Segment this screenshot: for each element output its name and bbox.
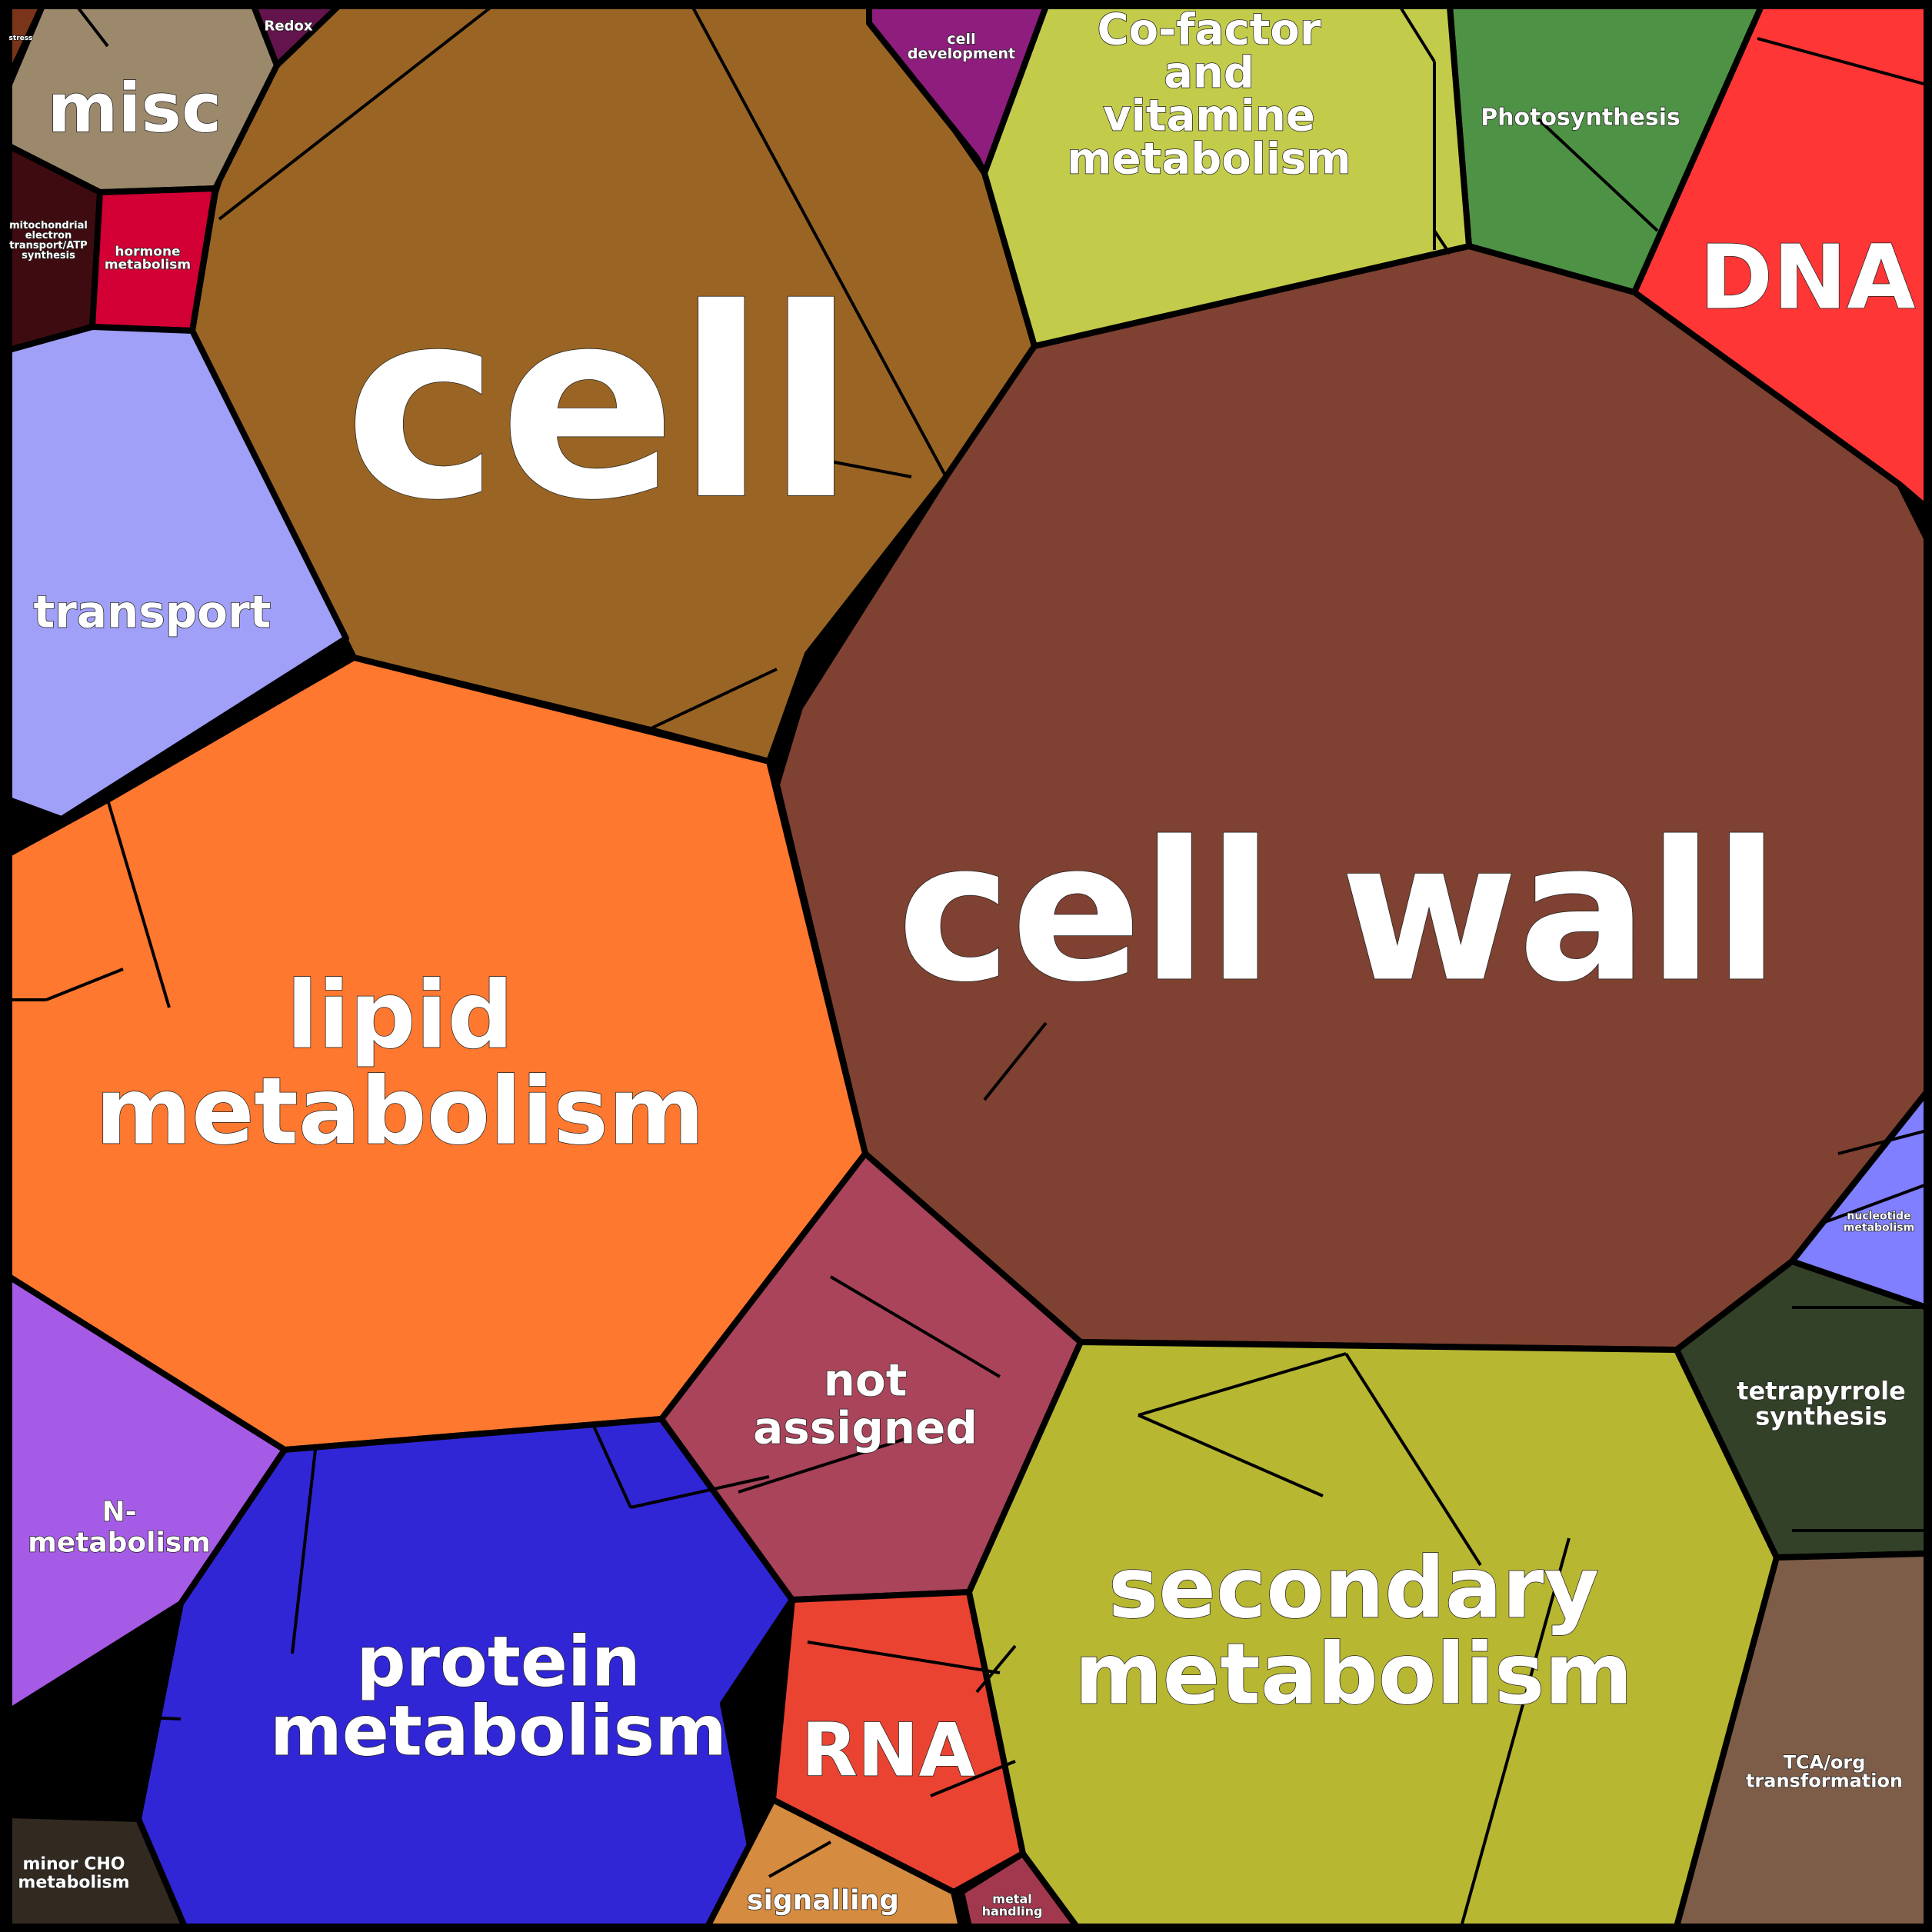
subcell-border	[630, 1475, 770, 1509]
cell-signalling[interactable]	[705, 1797, 964, 1930]
subcell-border	[768, 1840, 831, 1878]
subcell-border	[291, 1449, 317, 1654]
label-mito: electron	[25, 230, 72, 242]
label-tetrapyrrole: synthesis	[1755, 1402, 1887, 1431]
subcell-border	[829, 1275, 1001, 1378]
cell-cell-development[interactable]	[866, 3, 1049, 176]
label-redox: Redox	[265, 18, 313, 34]
label-protein: metabolism	[270, 1691, 727, 1772]
label-hormone: metabolism	[105, 257, 191, 272]
cell-tetrapyrrole[interactable]	[1674, 1258, 1930, 1561]
label-rna: RNA	[801, 1708, 976, 1793]
subcell-border	[1460, 1537, 1571, 1927]
label-cofactor: vitamine	[1103, 92, 1315, 142]
subcell-border	[106, 799, 171, 1008]
cell-tca[interactable]	[1674, 1551, 1930, 1930]
label-mito: mitochondrial	[9, 220, 88, 232]
subcell-border	[1822, 1183, 1927, 1224]
label-not-assigned: not	[824, 1354, 908, 1406]
label-mito: transport/ATP	[9, 240, 87, 251]
label-stress: stress	[9, 35, 33, 42]
subcell-border	[8, 1710, 182, 1720]
label-n-metabolism: metabolism	[28, 1527, 211, 1559]
label-misc: misc	[48, 68, 222, 148]
label-cofactor: metabolism	[1067, 135, 1351, 185]
subcell-border	[75, 5, 109, 48]
label-nucleotide: metabolism	[1844, 1221, 1914, 1234]
subcell-border	[1138, 1352, 1347, 1417]
subcell-border	[1138, 1414, 1324, 1497]
label-minor-cho: metabolism	[18, 1874, 129, 1893]
label-mito: synthesis	[22, 250, 75, 261]
subcell-border	[645, 668, 778, 732]
subcell-border	[591, 1422, 632, 1508]
label-cell: cell	[344, 253, 855, 558]
cell-transport[interactable]	[6, 324, 349, 822]
label-tca: TCA/org	[1784, 1751, 1866, 1773]
label-hormone: hormone	[115, 244, 180, 259]
label-metal: metal	[992, 1892, 1031, 1907]
label-minor-cho: minor CHO	[22, 1855, 125, 1874]
subcell-border	[1537, 118, 1659, 232]
label-n-metabolism: N-	[102, 1497, 136, 1528]
subcell-border	[1757, 37, 1927, 86]
label-tetrapyrrole: tetrapyrrole	[1737, 1377, 1906, 1406]
subcell-border	[1433, 229, 1451, 255]
label-tca: transformation	[1746, 1770, 1903, 1791]
cell-stress[interactable]	[6, 3, 45, 80]
subcell-border	[983, 1021, 1048, 1101]
label-cofactor: and	[1164, 48, 1254, 98]
label-lipid: metabolism	[95, 1059, 705, 1166]
label-not-assigned: assigned	[753, 1401, 978, 1454]
label-dna: DNA	[1700, 226, 1916, 329]
label-cofactor: Co-factor	[1097, 5, 1321, 55]
subcell-border	[975, 1644, 1017, 1694]
label-secondary: secondary	[1108, 1539, 1599, 1637]
label-cell-development: development	[908, 45, 1015, 62]
label-nucleotide: nucleotide	[1847, 1210, 1910, 1222]
label-secondary: metabolism	[1074, 1625, 1633, 1724]
subcell-border	[1398, 5, 1436, 63]
subcell-border	[218, 5, 494, 221]
label-signalling: signalling	[747, 1885, 899, 1917]
subcell-border	[45, 968, 124, 1001]
label-lipid: lipid	[286, 963, 513, 1070]
subcell-border	[1837, 1129, 1927, 1155]
subcell-border	[930, 1760, 1016, 1797]
subcell-border	[738, 1437, 908, 1494]
label-photosynthesis: Photosynthesis	[1481, 105, 1681, 132]
subcell-border	[830, 460, 912, 478]
cell-redox[interactable]	[251, 3, 341, 68]
subcell-border	[1344, 1352, 1482, 1567]
label-transport: transport	[34, 585, 271, 638]
label-cell-wall: cell wall	[897, 801, 1779, 1024]
cell-nucleotide[interactable]	[1789, 1089, 1930, 1311]
label-cell-development: cell	[947, 31, 975, 48]
subcell-border	[691, 5, 948, 478]
subcell-border	[807, 1641, 1001, 1674]
label-protein: protein	[356, 1622, 641, 1703]
label-metal: handling	[982, 1904, 1043, 1919]
